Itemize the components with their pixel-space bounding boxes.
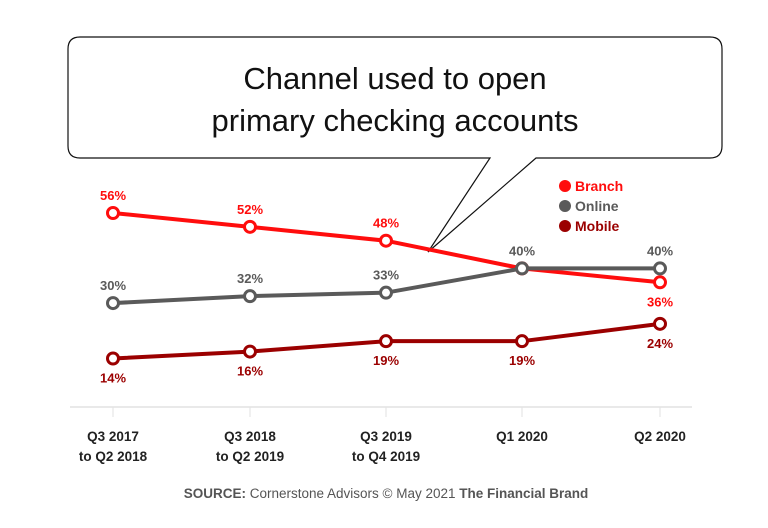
mobile-data-label: 19% bbox=[509, 353, 535, 368]
online-data-label: 40% bbox=[509, 243, 535, 258]
legend-branch-marker bbox=[559, 180, 571, 192]
legend-branch-label: Branch bbox=[575, 178, 623, 194]
callout-bubble: Channel used to open primary checking ac… bbox=[67, 36, 723, 253]
online-data-label: 30% bbox=[100, 278, 126, 293]
branch-data-label: 48% bbox=[373, 216, 399, 231]
mobile-point bbox=[243, 344, 257, 359]
mobile-point bbox=[379, 334, 393, 349]
mobile-data-label: 16% bbox=[237, 364, 263, 379]
legend-online-marker bbox=[559, 200, 571, 212]
branch-data-label: 52% bbox=[237, 202, 263, 217]
chart-title-line-2: primary checking accounts bbox=[212, 103, 579, 138]
mobile-data-label: 24% bbox=[647, 336, 673, 351]
x-tick-label: Q3 2017 bbox=[87, 429, 139, 444]
mobile-point bbox=[515, 334, 529, 349]
x-tick-label: to Q4 2019 bbox=[352, 449, 420, 464]
series-mobile: 14% 16% 19% 19% 24% bbox=[100, 316, 673, 386]
x-tick-label: to Q2 2019 bbox=[216, 449, 284, 464]
online-point bbox=[379, 285, 393, 300]
branch-point bbox=[653, 275, 667, 290]
branch-data-label: 36% bbox=[647, 294, 673, 309]
series-online: 30% 32% 33% 40% 40% bbox=[100, 243, 673, 311]
x-tick-label: Q3 2018 bbox=[224, 429, 276, 444]
x-tick-label: Q2 2020 bbox=[634, 429, 686, 444]
mobile-data-label: 19% bbox=[373, 353, 399, 368]
online-point bbox=[653, 261, 667, 276]
online-point bbox=[515, 261, 529, 276]
legend: Branch Online Mobile bbox=[559, 178, 623, 234]
legend-mobile-label: Mobile bbox=[575, 218, 620, 234]
mobile-point bbox=[106, 351, 120, 366]
x-tick-label: Q3 2019 bbox=[360, 429, 412, 444]
source-note: SOURCE: Cornerstone Advisors © May 2021 … bbox=[184, 486, 589, 501]
source-prefix: SOURCE: bbox=[184, 486, 246, 501]
legend-online-label: Online bbox=[575, 198, 619, 214]
x-tick-label: to Q2 2018 bbox=[79, 449, 148, 464]
online-data-label: 40% bbox=[647, 243, 673, 258]
branch-point bbox=[379, 233, 393, 248]
chart-title-line-1: Channel used to open bbox=[243, 61, 546, 96]
online-data-label: 33% bbox=[373, 268, 399, 283]
online-data-label: 32% bbox=[237, 271, 263, 286]
mobile-point bbox=[653, 316, 667, 331]
callout-shape bbox=[67, 36, 723, 253]
branch-point bbox=[106, 206, 120, 220]
branch-data-label: 56% bbox=[100, 188, 126, 203]
source-text: Cornerstone Advisors © May 2021 bbox=[246, 486, 459, 501]
online-point bbox=[243, 289, 257, 304]
source-brand: The Financial Brand bbox=[459, 486, 588, 501]
mobile-data-label: 14% bbox=[100, 371, 126, 386]
legend-mobile-marker bbox=[559, 220, 571, 232]
x-tick-label: Q1 2020 bbox=[496, 429, 548, 444]
branch-point bbox=[243, 219, 257, 234]
online-point bbox=[106, 296, 120, 311]
